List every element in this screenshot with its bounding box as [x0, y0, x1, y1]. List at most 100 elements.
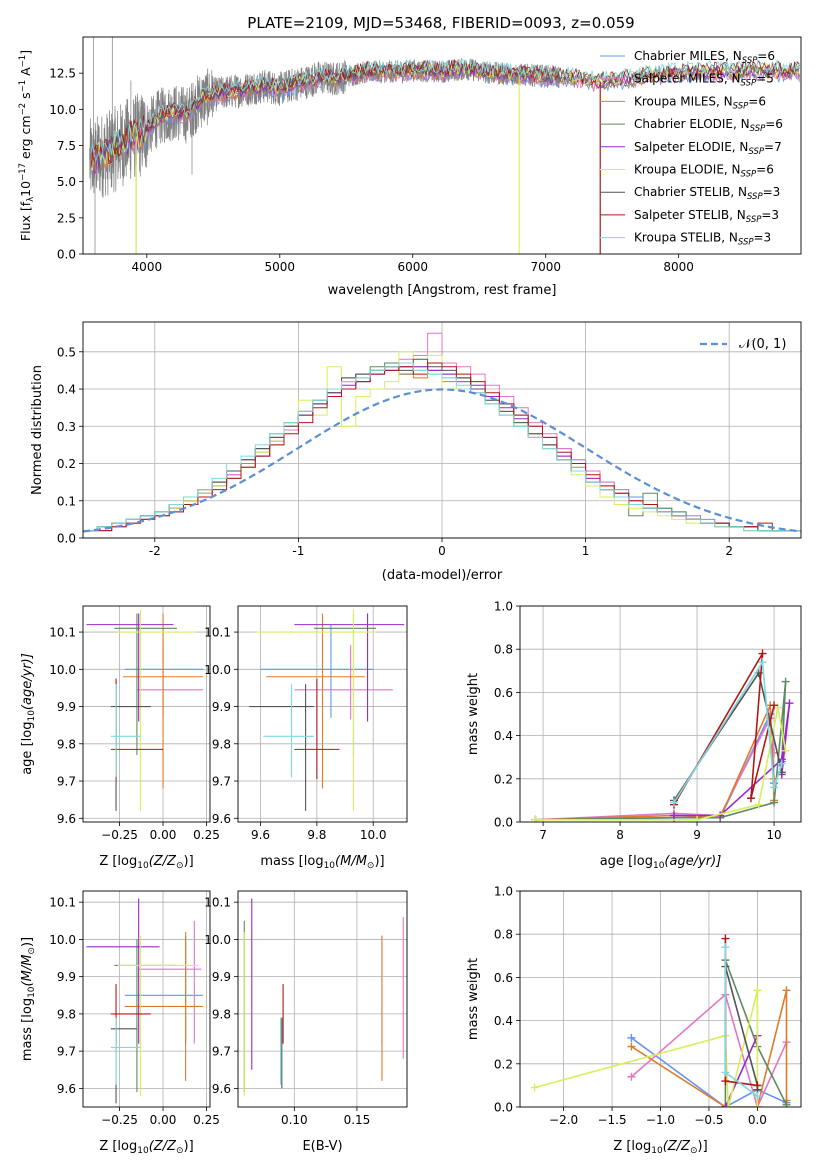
label-part: mass weight — [466, 673, 481, 755]
legend-text: Kroupa MILES, N — [634, 94, 733, 108]
massweight-marker-K_ELODIE — [693, 815, 702, 822]
panel-mass_vs_ebv: 0.10 0.15 9.6 9.7 9.8 9.9 10.0 10.1 E(B-V) — [204, 890, 408, 1154]
label-part: (M/M — [20, 955, 35, 987]
legend-text: Kroupa STELIB, N — [634, 231, 738, 245]
legend-text: Salpeter ELODIE, N — [634, 140, 748, 154]
label-subscript: ⊙ — [367, 861, 375, 871]
y-tick-label: 12.5 — [49, 67, 76, 81]
massweight-marker-S_STELIB — [753, 1081, 762, 1090]
massweight-marker-S_STELIB — [758, 649, 767, 658]
label-part: mass [log — [20, 998, 35, 1061]
y-tick-label: 10.0 — [204, 663, 231, 677]
label-part: wavelength [Angstrom, rest frame] — [328, 283, 557, 298]
y-tick-label: 0.8 — [494, 928, 513, 942]
legend-text: Chabrier ELODIE, N — [634, 117, 750, 131]
plot-area-age_vs_mass — [249, 609, 405, 811]
massweight-marker-K_ELODIE — [754, 800, 763, 809]
massweight-marker-K_STELIB — [777, 759, 786, 768]
model-spectrum-K_STELIB — [90, 58, 800, 164]
grid — [83, 891, 210, 1107]
x-tick-label: 0.25 — [193, 1113, 220, 1127]
massweight-marker-K_STELIB — [721, 943, 730, 952]
label-part: (Z/Z — [149, 854, 177, 869]
label-part: (data-model)/error — [382, 568, 503, 583]
label-subscript: SSP — [742, 56, 758, 66]
label-part: A — [18, 67, 33, 80]
legend-label-K_MILES: Kroupa MILES, NSSP=6 — [634, 94, 766, 111]
y-tick-label: 0.6 — [494, 971, 513, 985]
y-axis-label: Normed distribution — [30, 365, 45, 495]
y-tick-label: 0.2 — [57, 457, 76, 471]
label-subscript: ⊙ — [27, 947, 37, 955]
label-part: (age/yr)] — [20, 653, 35, 710]
label-subscript: SSP — [738, 238, 754, 248]
massweight-marker-K_STELIB — [753, 1092, 762, 1101]
observed-spectrum — [89, 37, 560, 254]
massweight-marker-S_ELODIE — [785, 699, 794, 708]
x-axis-label: Z [log10(Z/Z⊙)] — [99, 1139, 193, 1156]
y-tick-label: 0.4 — [494, 1014, 513, 1028]
plot-area-age_vs_Z — [86, 609, 204, 811]
y-tick-label: 9.9 — [212, 700, 231, 714]
y-tick-label: 0.8 — [494, 643, 513, 657]
massweight-marker-S_MILES — [627, 1072, 636, 1081]
y-axis-label: mass weight — [466, 673, 481, 755]
massweight-marker-K_ELODIE — [753, 1103, 762, 1107]
legend-text: =6 — [756, 163, 774, 177]
legend-text: Chabrier MILES, N — [634, 49, 742, 63]
x-tick-label: 1 — [582, 544, 590, 558]
y-tick-label: 0.4 — [494, 729, 513, 743]
massweight-line-S_STELIB — [673, 653, 775, 806]
label-part: E(B-V) — [302, 1139, 342, 1154]
axes-frame — [82, 890, 211, 1108]
x-tick-label: 4000 — [132, 260, 163, 274]
x-tick-label: -1 — [292, 544, 304, 558]
y-tick-label: 9.7 — [212, 775, 231, 789]
label-part: )] — [698, 1139, 708, 1154]
axes-frame — [82, 36, 802, 255]
y-tick-label: 10.0 — [49, 663, 76, 677]
label-subscript: SSP — [733, 101, 749, 111]
y-tick-label: 5.0 — [57, 175, 76, 189]
label-part: erg cm — [18, 115, 33, 163]
axes-frame — [237, 605, 408, 823]
panel-age_vs_Z: −0.25 0.00 0.259.69.79.89.910.010.1Z [log1… — [20, 605, 220, 871]
label-subscript: SSP — [746, 215, 762, 225]
massweight-marker-K_STELIB — [721, 1068, 730, 1077]
label-subscript: 10 — [137, 1146, 149, 1156]
label-superscript: −2 — [18, 103, 28, 116]
y-tick-label: 9.7 — [212, 1045, 231, 1059]
legend-label-S_ELODIE: Salpeter ELODIE, NSSP=7 — [634, 140, 782, 157]
x-tick-label: 7000 — [530, 260, 561, 274]
label-part: )] — [184, 1139, 194, 1154]
x-tick-label: −2.0 — [549, 1113, 578, 1127]
label-subscript: 10 — [324, 861, 336, 871]
y-tick-label: 10.1 — [49, 626, 76, 640]
x-axis-label: mass [log10(M/M⊙)] — [260, 854, 384, 871]
massweight-marker-S_STELIB — [770, 701, 779, 710]
y-tick-label: 0.1 — [57, 494, 76, 508]
legend-text: Chabrier STELIB, N — [634, 185, 747, 199]
label-subscript: 10 — [27, 986, 37, 998]
y-tick-label: 9.8 — [57, 1007, 76, 1021]
y-axis-label: mass [log10(M/M⊙)] — [20, 937, 37, 1061]
x-tick-label: 10 — [766, 828, 781, 842]
y-tick-label: 2.5 — [57, 211, 76, 225]
axes-frame — [519, 605, 802, 823]
axes-frame — [237, 890, 408, 1108]
massweight-marker-C_MILES — [627, 1033, 636, 1042]
axes-frame — [82, 605, 211, 823]
y-tick-label: 0.0 — [57, 532, 76, 546]
legend-label-K_STELIB: Kroupa STELIB, NSSP=3 — [634, 231, 771, 248]
x-tick-label: 0.10 — [281, 1113, 308, 1127]
x-tick-label: 9.8 — [307, 828, 326, 842]
legend-normal-label: 𝒩(0, 1) — [739, 337, 786, 352]
massweight-marker-S_ELODIE — [669, 811, 678, 820]
x-axis-label: E(B-V) — [302, 1139, 342, 1154]
label-part: Flux [f — [18, 201, 33, 241]
massweight-marker-K_ELODIE — [724, 1103, 733, 1107]
label-part: Z [log — [99, 854, 137, 869]
y-tick-label: 10.0 — [204, 933, 231, 947]
legend-text: =3 — [754, 231, 772, 245]
y-axis-label: mass weight — [466, 958, 481, 1040]
